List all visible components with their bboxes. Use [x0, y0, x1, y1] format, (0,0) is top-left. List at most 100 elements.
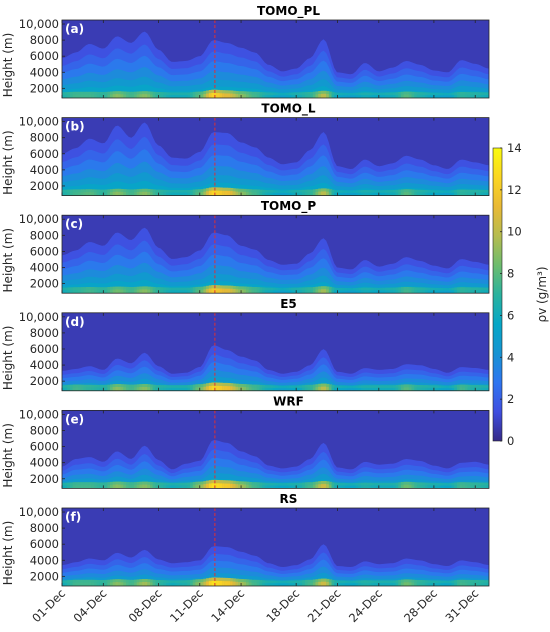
colorbar-tick-label: 6	[507, 308, 514, 322]
surface-peak-cell	[318, 289, 322, 294]
surface-peak-cell	[248, 289, 253, 294]
surface-peak-cell	[400, 94, 405, 98]
colorbar-ticks: 0 2 4 6 8 10 12 14	[500, 141, 522, 448]
surface-peak-cell	[256, 582, 261, 586]
surface-peak-cell	[96, 582, 100, 586]
surface-peak-cell	[323, 289, 327, 294]
surface-peak-cell	[251, 289, 255, 294]
surface-peak-cell	[379, 583, 383, 586]
surface-peak-cell	[115, 289, 119, 294]
surface-peak-cell	[414, 387, 418, 391]
surface-peak-cell	[128, 387, 132, 391]
surface-peak-cell	[350, 193, 354, 196]
surface-peak-cell	[454, 290, 458, 294]
surface-peak-cell	[174, 583, 178, 586]
surface-peak-cell	[96, 387, 100, 391]
surface-peak-cell	[473, 582, 477, 586]
surface-peak-cell	[275, 192, 279, 196]
surface-peak-cell	[312, 484, 317, 489]
surface-peak-cell	[344, 388, 349, 391]
surface-peak-cell	[110, 192, 114, 196]
surface-peak-cell	[430, 192, 434, 196]
y-tick-label: 2000	[30, 277, 59, 291]
surface-peak-cell	[88, 192, 92, 196]
x-tick-label: 31-Dec	[442, 586, 481, 625]
surface-peak-cell	[78, 387, 82, 391]
panel-frame	[61, 117, 490, 196]
surface-peak-cell	[224, 190, 229, 196]
surface-peak-cell	[168, 290, 173, 294]
surface-peak-cell	[275, 95, 279, 98]
surface-peak-cell	[99, 387, 103, 391]
surface-peak-cell	[206, 191, 210, 196]
colorbar-label: ρv (g/m³)	[535, 266, 549, 322]
surface-peak-cell	[123, 94, 127, 98]
surface-peak-cell	[211, 93, 215, 98]
surface-peak-cell	[195, 94, 199, 98]
surface-peak-cell	[288, 583, 293, 586]
surface-peak-cell	[304, 192, 309, 196]
surface-peak-cell	[408, 94, 413, 98]
surface-peak-cell	[382, 583, 386, 586]
panel-frame	[61, 214, 490, 294]
y-tick-label: 10,000	[19, 17, 59, 31]
surface-peak-cell	[302, 192, 306, 196]
surface-peak-cell	[382, 95, 386, 98]
surface-peak-cell	[243, 94, 247, 98]
y-tick-label: 4000	[30, 65, 59, 79]
surface-peak-cell	[203, 484, 207, 489]
surface-peak-cell	[227, 191, 231, 196]
surface-peak-cell	[128, 485, 132, 489]
y-tick-label: 4000	[30, 456, 59, 470]
surface-peak-cell	[142, 387, 146, 391]
panel-title: RS	[280, 492, 298, 506]
surface-peak-cell	[286, 95, 290, 98]
surface-peak-cell	[224, 483, 229, 489]
surface-peak-cell	[350, 290, 354, 294]
surface-peak-cell	[176, 290, 181, 294]
surface-peak-cell	[230, 288, 234, 294]
surface-peak-cell	[326, 289, 330, 294]
surface-peak-cell	[403, 484, 407, 489]
surface-peak-cell	[336, 192, 341, 196]
surface-peak-cell	[272, 388, 277, 391]
surface-peak-cell	[67, 192, 71, 196]
surface-peak-cell	[227, 93, 231, 98]
surface-peak-cell	[486, 95, 489, 98]
surface-peak-cell	[62, 387, 66, 391]
surface-peak-cell	[328, 289, 333, 294]
surface-peak-cell	[174, 485, 178, 489]
surface-peak-cell	[312, 582, 317, 586]
panel-title: E5	[280, 297, 297, 311]
surface-peak-cell	[251, 485, 255, 489]
surface-peak-cell	[395, 290, 399, 294]
surface-peak-cell	[280, 485, 285, 489]
surface-peak-cell	[70, 582, 74, 586]
surface-peak-cell	[400, 582, 405, 586]
surface-peak-cell	[144, 289, 148, 294]
vapor-field	[62, 122, 489, 196]
surface-peak-cell	[270, 290, 274, 294]
surface-peak-cell	[486, 485, 489, 489]
panel-frame	[61, 312, 490, 392]
surface-peak-cell	[86, 485, 90, 489]
surface-peak-cell	[200, 387, 205, 391]
surface-peak-cell	[454, 387, 458, 391]
surface-peak-cell	[323, 93, 327, 98]
surface-peak-cell	[208, 483, 213, 489]
surface-peak-cell	[320, 289, 325, 294]
surface-peak-cell	[200, 289, 205, 294]
y-tick-label: 6000	[30, 49, 59, 63]
surface-peak-cell	[171, 387, 175, 391]
surface-peak-cell	[350, 95, 354, 98]
surface-peak-cell	[219, 93, 223, 98]
surface-peak-cell	[238, 581, 242, 586]
surface-peak-cell	[443, 485, 447, 489]
surface-peak-cell	[190, 387, 194, 391]
surface-peak-cell	[246, 94, 250, 98]
surface-peak-cell	[280, 193, 285, 196]
surface-peak-cell	[224, 288, 229, 294]
surface-peak-cell	[128, 289, 132, 294]
surface-peak-cell	[422, 290, 426, 294]
surface-peak-cell	[86, 94, 90, 98]
